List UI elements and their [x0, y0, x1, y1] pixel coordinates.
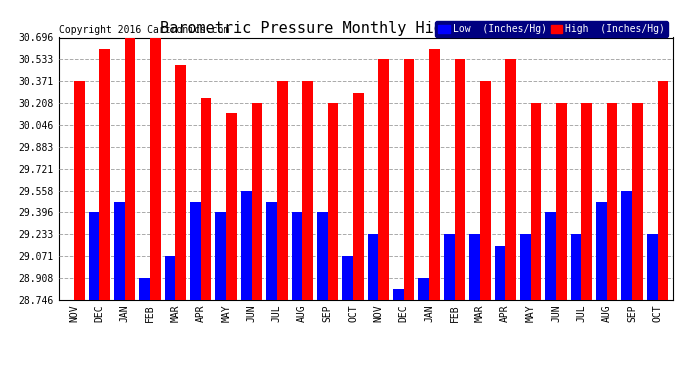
Bar [277, 81, 288, 300]
Bar [418, 278, 429, 300]
Bar [545, 213, 556, 300]
Bar [302, 81, 313, 300]
Bar [125, 38, 135, 300]
Bar [520, 234, 531, 300]
Bar [571, 234, 582, 300]
Bar [241, 191, 252, 300]
Bar [368, 234, 378, 300]
Bar [582, 103, 592, 300]
Bar [531, 103, 541, 300]
Bar [201, 98, 211, 300]
Bar [292, 213, 302, 300]
Bar [632, 103, 643, 300]
Legend: Low  (Inches/Hg), High  (Inches/Hg): Low (Inches/Hg), High (Inches/Hg) [435, 21, 668, 37]
Bar [165, 256, 175, 300]
Bar [353, 93, 364, 300]
Bar [190, 202, 201, 300]
Bar [404, 60, 415, 300]
Bar [88, 213, 99, 300]
Bar [139, 278, 150, 300]
Bar [444, 234, 455, 300]
Bar [469, 234, 480, 300]
Bar [455, 60, 465, 300]
Bar [596, 202, 607, 300]
Bar [622, 191, 632, 300]
Bar [226, 113, 237, 300]
Bar [215, 213, 226, 300]
Bar [74, 81, 85, 300]
Bar [266, 202, 277, 300]
Text: Copyright 2016 Cartronics.com: Copyright 2016 Cartronics.com [59, 25, 229, 35]
Bar [480, 81, 491, 300]
Bar [317, 213, 328, 300]
Bar [607, 103, 618, 300]
Bar [429, 48, 440, 300]
Bar [175, 65, 186, 300]
Bar [342, 256, 353, 300]
Title: Barometric Pressure Monthly High/Low 20161103: Barometric Pressure Monthly High/Low 201… [160, 21, 571, 36]
Bar [505, 60, 516, 300]
Bar [114, 202, 125, 300]
Bar [393, 289, 404, 300]
Bar [150, 38, 161, 300]
Bar [252, 103, 262, 300]
Bar [495, 246, 505, 300]
Bar [378, 60, 389, 300]
Bar [556, 103, 566, 300]
Bar [647, 234, 658, 300]
Bar [658, 81, 668, 300]
Bar [99, 48, 110, 300]
Bar [328, 103, 338, 300]
